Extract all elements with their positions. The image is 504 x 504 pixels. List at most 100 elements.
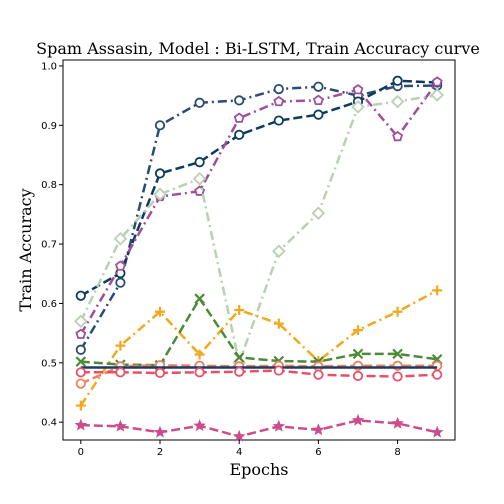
series-line: [79, 81, 439, 335]
x-tick-label: 2: [157, 447, 163, 458]
data-point: [155, 306, 166, 317]
series-line: [79, 289, 438, 407]
x-tick-label: 6: [315, 447, 321, 458]
data-point: [273, 365, 284, 376]
data-point: [234, 366, 245, 377]
data-point: [312, 423, 325, 436]
x-axis: 0 2 4 6 8: [78, 440, 401, 458]
data-point: [194, 97, 205, 108]
data-point: [313, 369, 324, 380]
data-point: [431, 76, 443, 87]
series-10: [74, 413, 444, 442]
data-point: [154, 168, 166, 179]
data-point: [352, 83, 364, 95]
data-point: [392, 348, 403, 360]
data-point: [234, 129, 245, 140]
data-point: [75, 356, 87, 367]
data-point: [75, 328, 87, 339]
data-point: [313, 109, 324, 120]
data-point: [311, 206, 326, 220]
series-layer: [74, 75, 444, 442]
data-point: [352, 370, 364, 381]
series-6: [75, 293, 443, 371]
series-line: [80, 363, 438, 385]
data-point: [273, 95, 285, 107]
data-point: [391, 416, 404, 429]
data-point: [194, 349, 205, 360]
data-point: [273, 115, 284, 126]
data-point: [115, 367, 126, 378]
data-point: [194, 293, 205, 304]
data-point: [232, 429, 246, 442]
x-tick-label: 8: [394, 447, 400, 458]
data-point: [432, 285, 443, 296]
series-line: [80, 297, 438, 367]
x-tick-label: 0: [78, 447, 84, 458]
data-point: [114, 419, 127, 432]
data-point: [194, 157, 205, 168]
series-line: [79, 93, 438, 365]
data-point: [430, 425, 444, 438]
data-point: [272, 244, 286, 258]
series-line: [80, 369, 438, 378]
data-point: [75, 344, 86, 355]
data-point: [74, 314, 88, 329]
series-line: [80, 419, 438, 438]
data-point: [273, 83, 284, 95]
data-point: [233, 352, 245, 363]
y-tick-label: 0.9: [41, 121, 57, 132]
data-point: [432, 369, 443, 380]
data-point: [74, 418, 88, 431]
x-axis-label: Epochs: [229, 460, 288, 479]
data-point: [115, 277, 126, 288]
series-line: [80, 79, 438, 297]
y-axis-label: Train Accuracy: [16, 188, 35, 311]
data-point: [312, 94, 324, 105]
data-point: [114, 260, 126, 271]
data-point: [154, 367, 166, 379]
data-point: [115, 340, 126, 351]
data-point: [75, 400, 86, 411]
series-1: [75, 80, 443, 355]
data-point: [352, 325, 363, 336]
y-tick-label: 0.8: [41, 180, 57, 191]
data-point: [351, 413, 365, 426]
data-point: [75, 367, 86, 378]
data-point: [352, 348, 364, 360]
y-tick-label: 1.0: [41, 61, 57, 72]
data-point: [234, 95, 245, 106]
y-tick-label: 0.4: [41, 418, 57, 429]
data-point: [351, 100, 365, 114]
data-point: [153, 425, 167, 438]
y-tick-label: 0.6: [41, 299, 57, 310]
y-tick-label: 0.5: [41, 358, 57, 369]
data-point: [392, 371, 403, 382]
plot-area-frame: [62, 59, 456, 441]
y-axis: 0.4 0.5 0.6 0.7 0.8 0.9 1.0: [41, 61, 63, 429]
y-tick-label: 0.7: [41, 240, 57, 251]
data-point: [75, 378, 86, 389]
data-point: [234, 304, 245, 315]
data-point: [193, 419, 206, 432]
data-point: [75, 290, 86, 301]
data-point: [392, 75, 403, 86]
data-point: [392, 306, 403, 317]
chart-title: Spam Assasin, Model : Bi-LSTM, Train Acc…: [36, 39, 480, 58]
data-point: [192, 171, 207, 186]
series-3: [75, 76, 443, 339]
series-9: [75, 365, 443, 382]
data-point: [273, 318, 284, 329]
data-point: [313, 81, 324, 92]
data-point: [233, 112, 245, 123]
data-point: [194, 367, 205, 378]
data-point: [154, 120, 166, 131]
data-point: [430, 88, 444, 102]
data-point: [390, 94, 405, 109]
series-line: [79, 84, 438, 351]
data-point: [272, 419, 286, 432]
data-point: [153, 187, 167, 201]
x-tick-label: 4: [236, 447, 242, 458]
